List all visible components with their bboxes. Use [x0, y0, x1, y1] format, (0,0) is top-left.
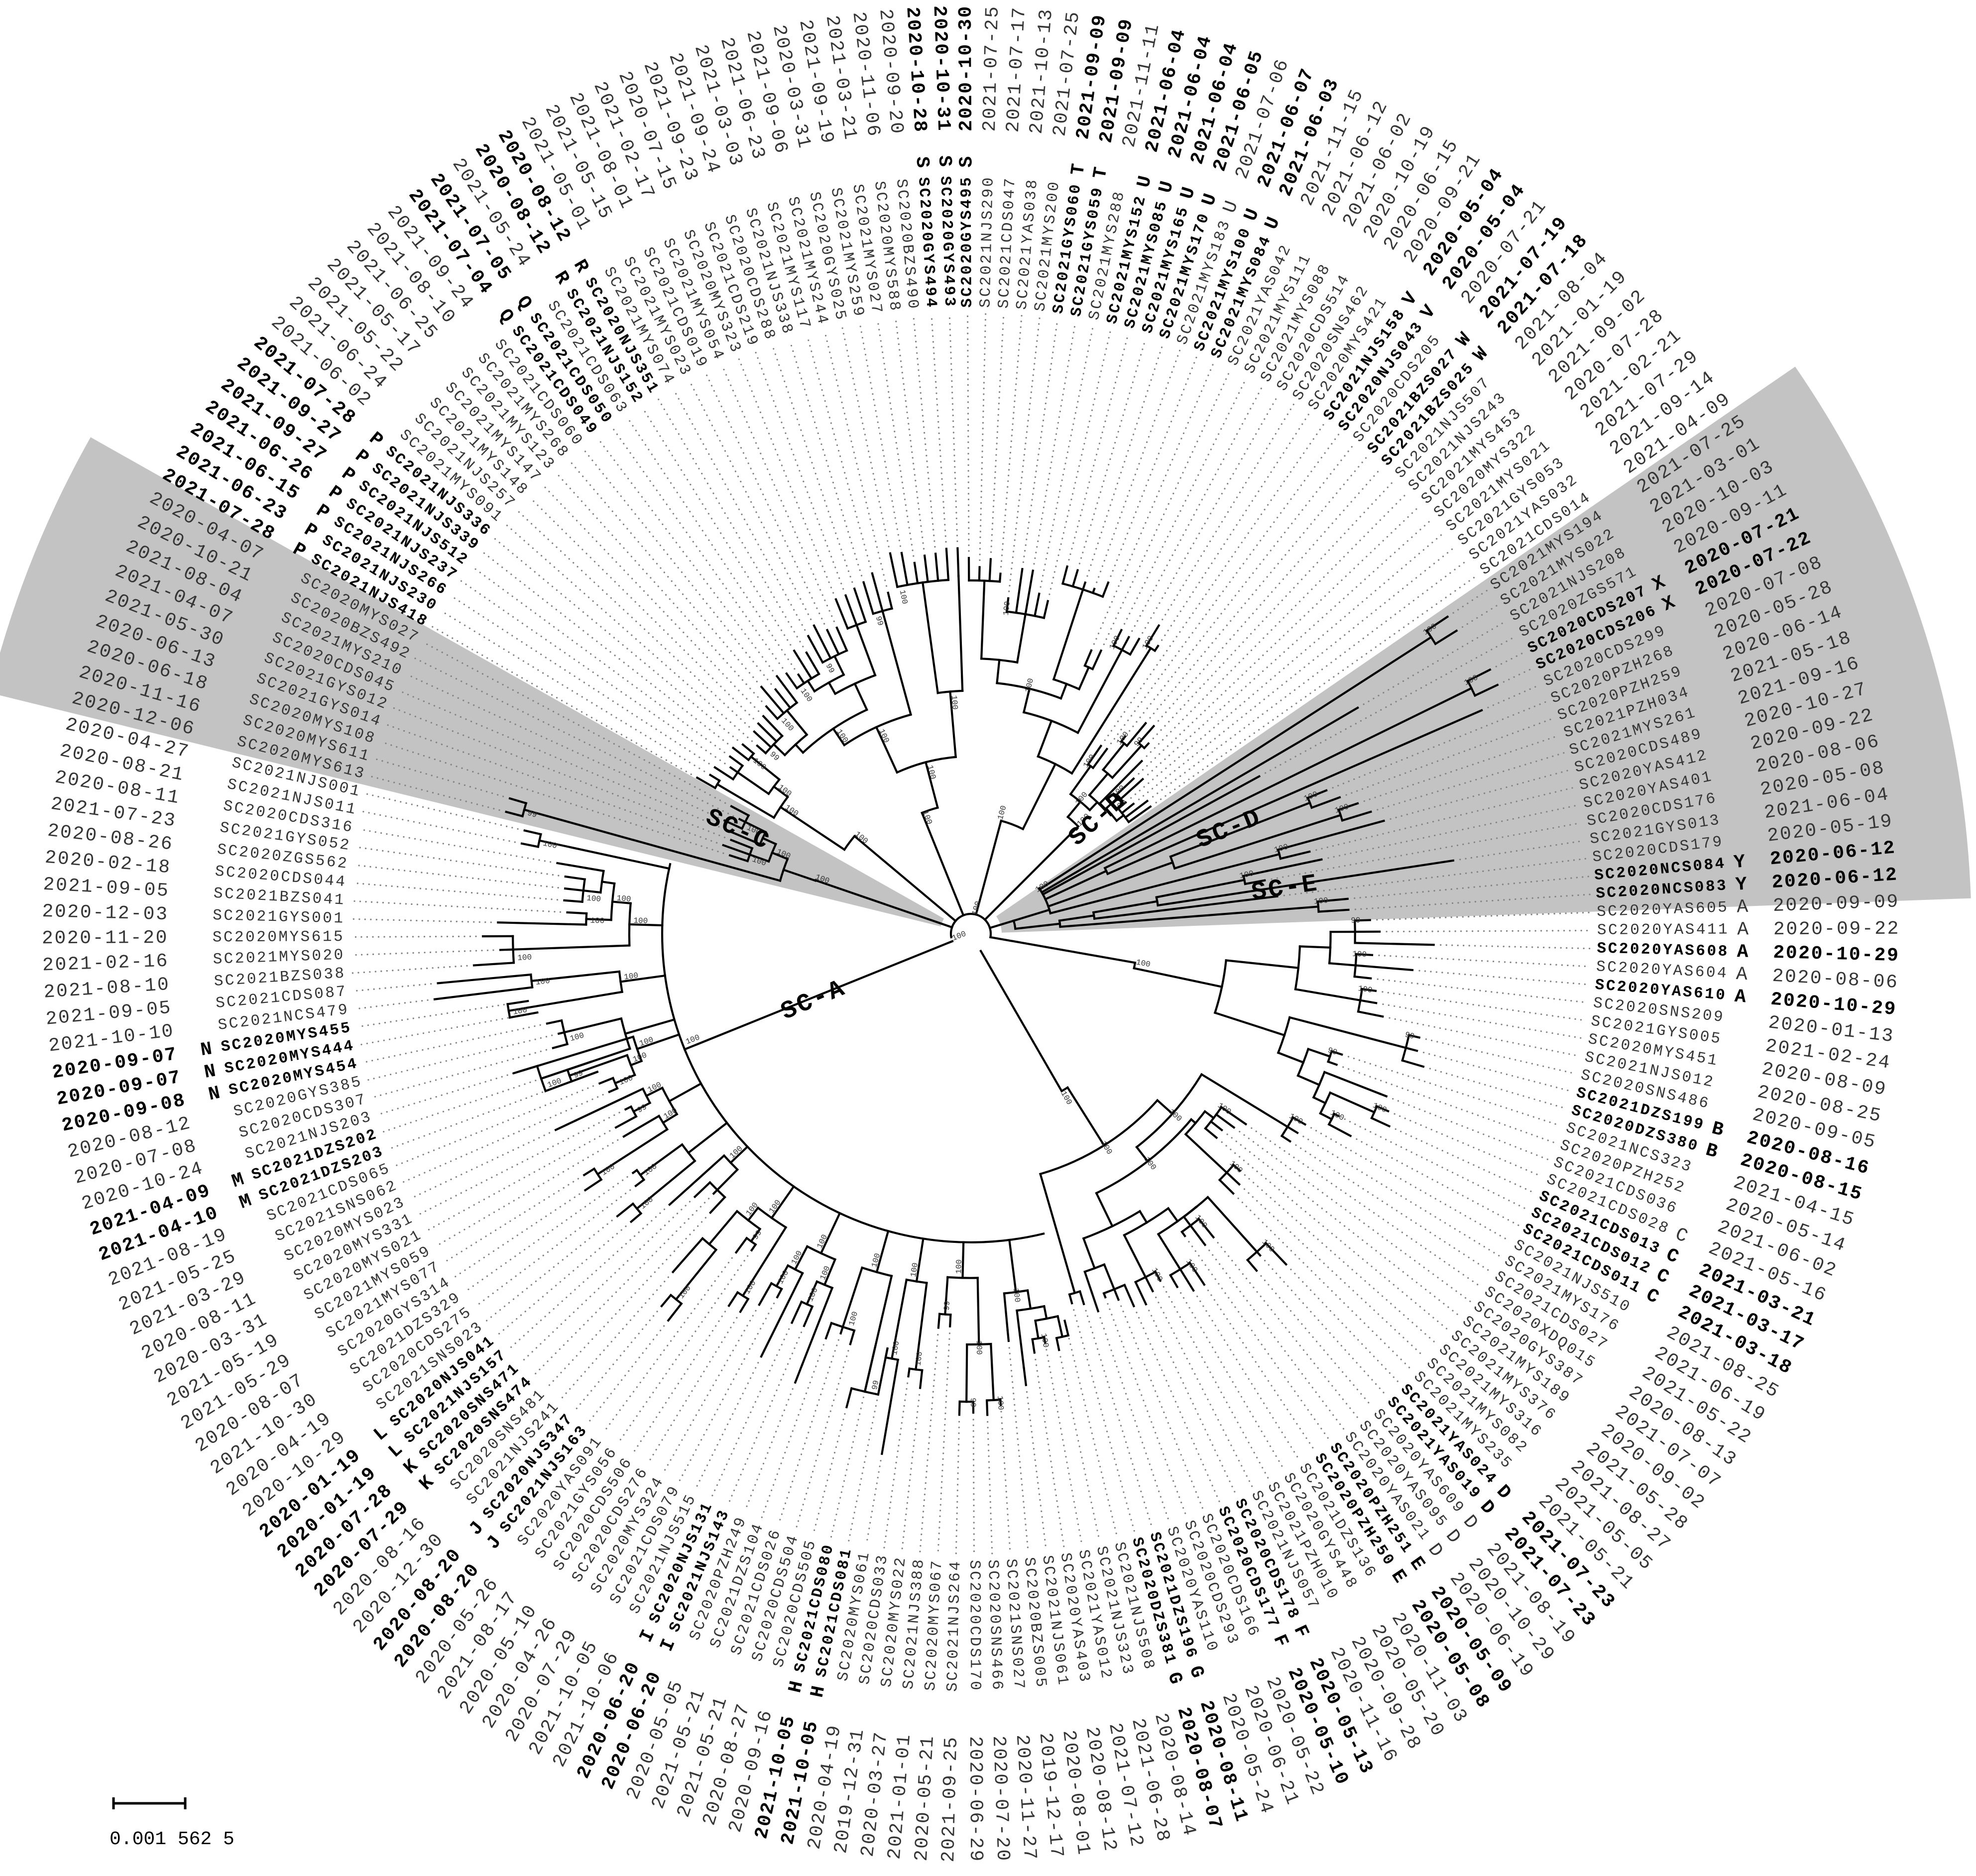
svg-text:SC2020YAS608: SC2020YAS608: [1597, 940, 1729, 961]
svg-text:100: 100: [949, 695, 959, 710]
svg-text:100: 100: [1352, 950, 1367, 960]
svg-text:100: 100: [517, 953, 532, 963]
svg-text:100: 100: [1011, 1288, 1022, 1303]
svg-text:2020-10-31: 2020-10-31: [929, 5, 954, 132]
svg-text:0.001 562 5: 0.001 562 5: [110, 1829, 234, 1850]
svg-text:SC2021NJS290: SC2021NJS290: [977, 176, 998, 308]
svg-text:A: A: [1737, 941, 1749, 963]
svg-text:99: 99: [1351, 916, 1361, 925]
svg-text:SC2020MYS615: SC2020MYS615: [213, 928, 345, 946]
svg-text:100: 100: [954, 1259, 964, 1274]
svg-text:99: 99: [573, 1069, 584, 1080]
svg-text:100: 100: [898, 589, 909, 605]
svg-text:2020-10-30: 2020-10-30: [955, 5, 977, 131]
svg-text:A: A: [1736, 964, 1749, 986]
svg-text:100: 100: [535, 977, 551, 987]
svg-text:SC2021GYS001: SC2021GYS001: [213, 907, 345, 927]
svg-text:2020-10-29: 2020-10-29: [1773, 942, 1900, 967]
svg-text:100: 100: [633, 916, 648, 926]
svg-text:100: 100: [1358, 984, 1373, 995]
svg-text:2021-07-25: 2021-07-25: [979, 5, 1004, 132]
svg-text:S: S: [956, 155, 977, 168]
svg-text:99: 99: [870, 1379, 881, 1390]
svg-text:99: 99: [526, 809, 538, 820]
svg-text:2020-11-20: 2020-11-20: [42, 927, 168, 949]
svg-text:T: T: [1067, 161, 1090, 177]
svg-text:100: 100: [616, 894, 631, 904]
svg-text:99: 99: [968, 1398, 977, 1407]
svg-text:N: N: [199, 1038, 215, 1061]
svg-text:100: 100: [512, 1005, 528, 1017]
svg-text:100: 100: [590, 916, 604, 926]
svg-text:A: A: [1737, 896, 1750, 918]
svg-text:2020-06-29: 2020-06-29: [964, 1736, 986, 1863]
svg-text:A: A: [1737, 919, 1750, 940]
svg-text:SC2020GYS495: SC2020GYS495: [958, 176, 976, 308]
svg-text:100: 100: [1002, 601, 1012, 616]
svg-text:99: 99: [1404, 1030, 1415, 1041]
svg-text:100: 100: [1135, 958, 1151, 969]
svg-text:100: 100: [995, 1396, 1005, 1411]
svg-text:2020-09-09: 2020-09-09: [1772, 891, 1899, 917]
svg-text:100: 100: [974, 1340, 983, 1355]
svg-text:100: 100: [1239, 869, 1255, 881]
svg-text:Y: Y: [1735, 874, 1749, 896]
svg-text:99: 99: [942, 1301, 952, 1311]
svg-text:99: 99: [1326, 1046, 1338, 1057]
svg-text:S: S: [933, 155, 955, 168]
svg-text:100: 100: [623, 971, 639, 982]
svg-text:SC2021NJS264: SC2021NJS264: [944, 1559, 964, 1692]
svg-text:2021-02-16: 2021-02-16: [42, 951, 169, 977]
svg-text:2021-09-25: 2021-09-25: [938, 1736, 962, 1863]
svg-text:100: 100: [890, 1340, 902, 1356]
svg-text:100: 100: [1313, 896, 1328, 906]
svg-text:100: 100: [1039, 1332, 1050, 1348]
svg-text:100: 100: [914, 1351, 925, 1366]
svg-text:S: S: [911, 156, 933, 170]
svg-text:Y: Y: [1733, 851, 1747, 874]
svg-text:SC2020YAS411: SC2020YAS411: [1597, 921, 1729, 939]
svg-text:2020-12-03: 2020-12-03: [42, 901, 169, 925]
svg-text:100: 100: [586, 894, 601, 904]
svg-text:A: A: [1734, 986, 1748, 1008]
svg-text:2020-07-20: 2020-07-20: [988, 1735, 1014, 1862]
svg-text:2020-09-22: 2020-09-22: [1773, 918, 1900, 940]
svg-text:SC2020CDS170: SC2020CDS170: [965, 1560, 983, 1692]
svg-text:99: 99: [874, 615, 885, 627]
svg-text:100: 100: [909, 1262, 920, 1278]
svg-text:100: 100: [542, 839, 558, 851]
